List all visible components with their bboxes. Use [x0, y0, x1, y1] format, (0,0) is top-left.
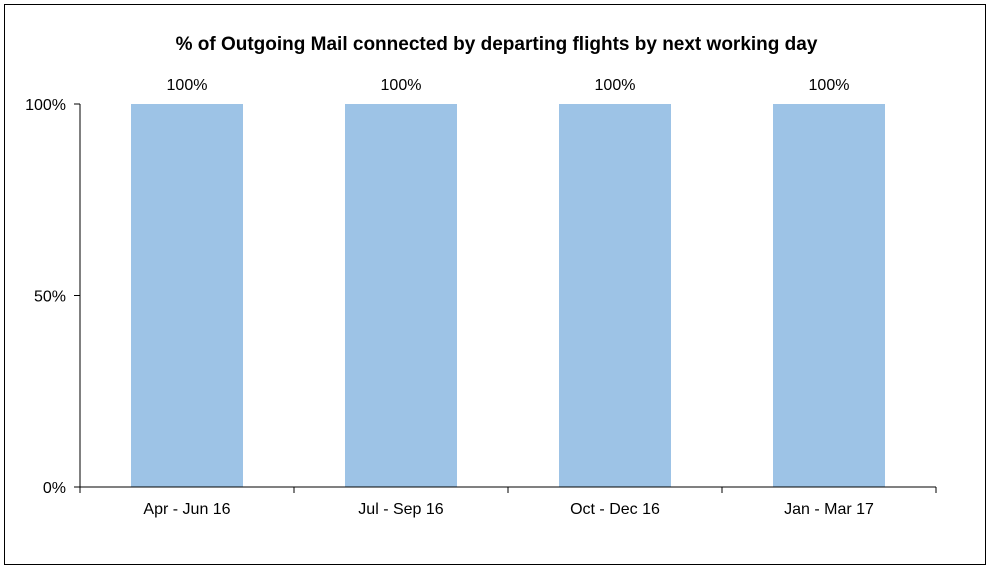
bar-2: [345, 104, 457, 487]
y-tick-label-2: 50%: [34, 289, 66, 306]
data-label-1: 100%: [167, 77, 208, 94]
data-label-3: 100%: [595, 77, 636, 94]
labels-layer: 100% Apr - Jun 16 100% Jul - Sep 16 100% Oct …: [25, 77, 874, 518]
bars-layer: [131, 104, 885, 487]
axes-layer: [74, 103, 937, 493]
x-tick-label-4: Jan - Mar 17: [784, 501, 874, 518]
bar-1: [131, 104, 243, 487]
data-label-2: 100%: [381, 77, 422, 94]
bar-4: [773, 104, 885, 487]
x-tick-label-2: Jul - Sep 16: [358, 501, 443, 518]
y-tick-label-1: 0%: [43, 480, 66, 497]
data-label-4: 100%: [809, 77, 850, 94]
y-tick-label-3: 100%: [25, 97, 66, 114]
x-tick-label-1: Apr - Jun 16: [143, 501, 230, 518]
chart-title: % of Outgoing Mail connected by departin…: [175, 34, 818, 55]
bar-3: [559, 104, 671, 487]
x-tick-label-3: Oct - Dec 16: [570, 501, 660, 518]
